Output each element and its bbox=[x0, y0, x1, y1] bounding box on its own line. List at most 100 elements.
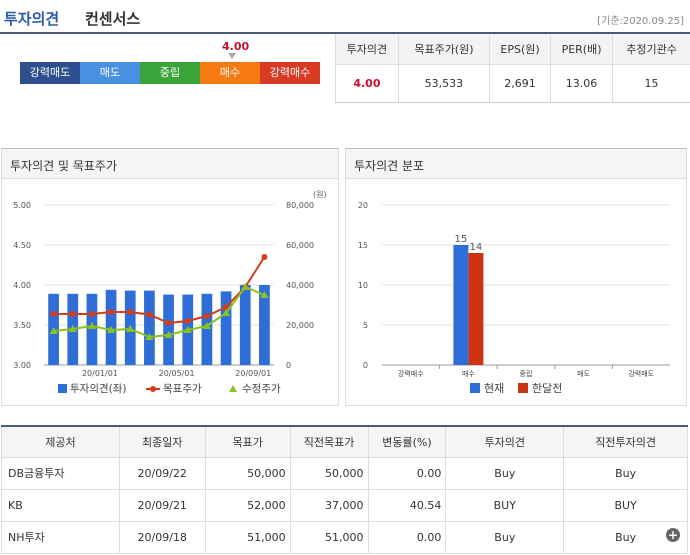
target-price-point bbox=[88, 311, 95, 317]
summary-header: 목표주가(원) bbox=[397, 34, 490, 65]
broker-detail-table: 제공처 최종일자 목표가 직전목표가 변동률(%) 투자의견 직전투자의견 DB금융투자 20… bbox=[1, 425, 688, 554]
y-tick: 15 bbox=[358, 241, 368, 250]
summary-opinion: 4.00 bbox=[335, 64, 399, 103]
section-subtitle: 컨센서스 bbox=[85, 10, 141, 28]
table-cell: 0.00 bbox=[367, 520, 447, 554]
summary-per: 13.06 bbox=[550, 64, 613, 103]
revised-price-line bbox=[53, 285, 265, 339]
opinion-target-chart-panel: 투자의견 및 목표주가 5.00 80,000 4.50 60,000 4.00 40,0… bbox=[1, 148, 339, 406]
table-cell: 50,000 bbox=[204, 456, 291, 490]
table-cell: Buy bbox=[445, 456, 565, 490]
section-title: 투자의견 bbox=[4, 10, 60, 28]
table-cell: Buy bbox=[445, 520, 565, 554]
table-cell: 20/09/18 bbox=[118, 520, 206, 554]
opinion-bar bbox=[220, 291, 232, 365]
detail-header: 직전투자의견 bbox=[563, 425, 688, 458]
x-tick: 강력매수 bbox=[398, 369, 424, 378]
revised-price-point bbox=[126, 325, 135, 332]
y-tick: 10 bbox=[358, 281, 368, 290]
scale-buy: 매수 bbox=[200, 62, 260, 84]
table-cell: Buy bbox=[563, 456, 688, 490]
opinion-bar bbox=[144, 290, 155, 365]
target-price-line bbox=[53, 256, 266, 325]
opinion-scale-value: 4.00 bbox=[222, 40, 250, 53]
distribution-bar bbox=[453, 245, 469, 365]
opinion-bar bbox=[86, 293, 98, 365]
table-cell: 52,000 bbox=[204, 488, 291, 522]
scale-strong-sell: 강력매도 bbox=[20, 62, 80, 84]
table-cell: NH투자 bbox=[1, 520, 120, 554]
revised-price-point bbox=[241, 283, 250, 290]
y-right-tick: 40,000 bbox=[286, 281, 314, 290]
detail-header: 최종일자 bbox=[118, 425, 206, 458]
detail-header: 직전목표가 bbox=[289, 425, 369, 458]
more-plus-icon[interactable]: + bbox=[666, 528, 680, 542]
detail-header: 목표가 bbox=[204, 425, 291, 458]
table-row: DB금융투자 20/09/22 50,000 50,000 0.00 Buy Buy bbox=[1, 456, 688, 490]
x-tick: 중립 bbox=[520, 370, 533, 378]
revised-price-point bbox=[68, 325, 77, 332]
legend-revised-swatch bbox=[229, 385, 237, 392]
opinion-bar bbox=[239, 285, 251, 365]
target-price-point bbox=[223, 304, 230, 310]
table-cell: 51,000 bbox=[289, 520, 369, 554]
target-price-point bbox=[146, 311, 153, 318]
reference-date: [기준:2020.09.25] bbox=[597, 16, 684, 27]
opinion-bar bbox=[163, 294, 174, 365]
table-cell: BUY bbox=[563, 488, 688, 522]
summary-header: 투자의견 bbox=[335, 34, 399, 65]
table-cell: KB bbox=[1, 488, 120, 522]
revised-price-point bbox=[145, 333, 154, 340]
y-tick: 20 bbox=[358, 201, 368, 210]
y-right-tick: 80,000 bbox=[286, 201, 314, 210]
legend-month-ago: 한달전 bbox=[532, 382, 562, 395]
detail-header: 제공처 bbox=[1, 425, 120, 458]
opinion-distribution-chart-panel: 투자의견 분포 20 15 10 5 0 강력매수 매수 중립 매도 강력매도 15 14 현재 한달전 bbox=[345, 148, 687, 406]
y-left-tick: 4.00 bbox=[13, 281, 31, 290]
table-cell: 51,000 bbox=[204, 520, 291, 554]
revised-price-point bbox=[107, 326, 116, 333]
target-price-point bbox=[261, 254, 268, 260]
opinion-bar bbox=[259, 285, 270, 365]
y-tick: 5 bbox=[363, 321, 368, 330]
target-price-point bbox=[50, 311, 57, 317]
target-price-point bbox=[108, 309, 115, 315]
summary-header: EPS(원) bbox=[489, 34, 551, 65]
table-row: KB 20/09/21 52,000 37,000 40.54 BUY BUY bbox=[1, 488, 688, 522]
legend-current: 현재 bbox=[484, 382, 504, 395]
x-tick: 20/09/01 bbox=[235, 369, 271, 378]
bar-data-label: 15 bbox=[455, 234, 468, 245]
opinion-bar bbox=[201, 293, 213, 365]
revised-price-point bbox=[87, 322, 96, 329]
detail-header: 투자의견 bbox=[445, 425, 565, 458]
x-tick: 20/01/01 bbox=[82, 369, 118, 378]
summary-table: 투자의견 목표주가(원) EPS(원) PER(배) 추정기관수 4.00 53… bbox=[335, 34, 690, 103]
table-cell: 37,000 bbox=[289, 488, 369, 522]
y-right-tick: 20,000 bbox=[286, 321, 314, 330]
summary-target-price: 53,533 bbox=[397, 64, 490, 103]
revised-price-point bbox=[260, 291, 269, 298]
summary-header: 추정기관수 bbox=[612, 34, 690, 65]
y-right-tick: 60,000 bbox=[286, 241, 314, 250]
target-price-point bbox=[127, 309, 134, 315]
summary-institution-count: 15 bbox=[612, 64, 690, 103]
y-right-unit: (원) bbox=[313, 190, 327, 199]
summary-header: PER(배) bbox=[550, 34, 613, 65]
x-tick: 강력매도 bbox=[628, 369, 654, 378]
scale-strong-buy: 강력매수 bbox=[260, 62, 320, 84]
y-right-tick: 0 bbox=[286, 361, 291, 370]
y-left-tick: 3.00 bbox=[13, 361, 31, 370]
scale-neutral: 중립 bbox=[140, 62, 200, 84]
x-tick: 매수 bbox=[462, 370, 475, 378]
y-tick: 0 bbox=[363, 361, 368, 370]
y-left-tick: 3.50 bbox=[13, 321, 31, 330]
opinion-scale: 강력매도 매도 중립 매수 강력매수 bbox=[20, 62, 320, 84]
target-price-point bbox=[165, 320, 172, 326]
opinion-marker-icon bbox=[228, 53, 236, 59]
table-cell: DB금융투자 bbox=[1, 456, 120, 490]
legend-target: 목표주가 bbox=[163, 383, 202, 395]
table-cell: 50,000 bbox=[289, 456, 369, 490]
legend-opinion-swatch bbox=[58, 384, 67, 393]
target-price-point bbox=[203, 313, 210, 319]
